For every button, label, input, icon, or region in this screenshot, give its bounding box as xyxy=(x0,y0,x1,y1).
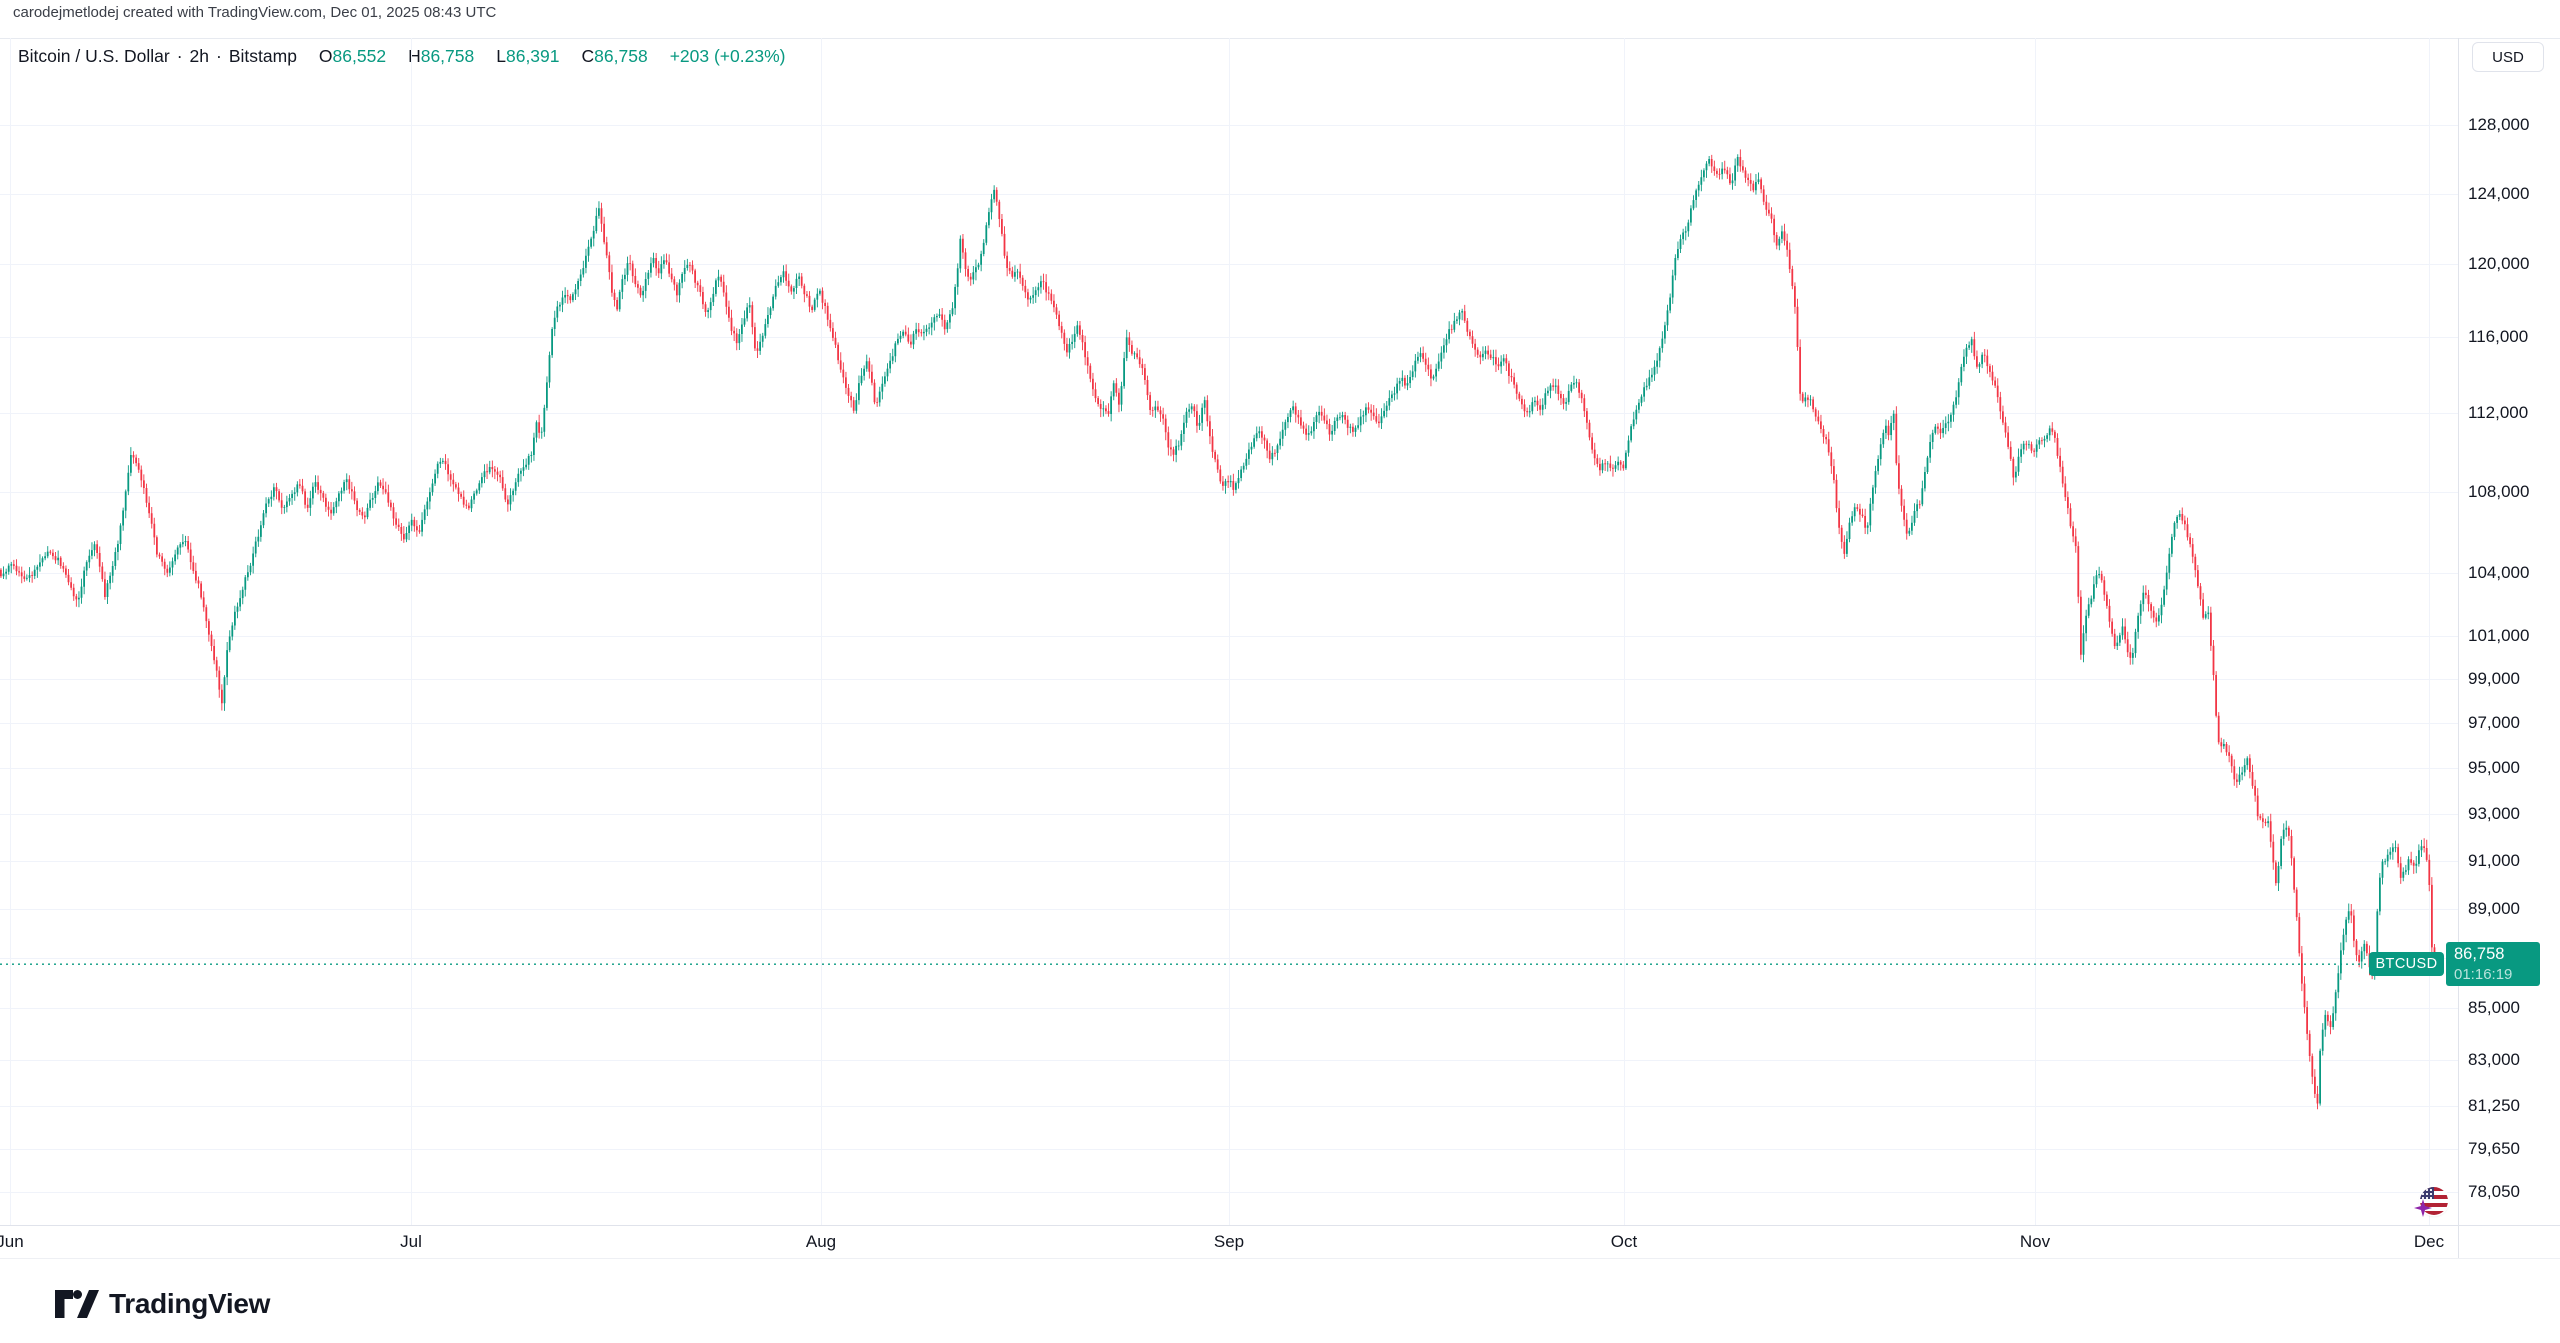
price-tick-label: 95,000 xyxy=(2468,758,2520,778)
month-tick-label: Dec xyxy=(2413,1232,2445,1251)
time-axis[interactable]: Jun Jul Aug Sep Oct Nov Dec xyxy=(0,1226,2458,1258)
price-tick-label: 108,000 xyxy=(2468,481,2530,501)
price-tick-label: 81,250 xyxy=(2468,1095,2520,1115)
tradingview-logo-text: TradingView xyxy=(109,1288,271,1319)
price-tick-label: 128,000 xyxy=(2468,115,2530,134)
current-price-label: 86,758 01:16:19 xyxy=(2446,942,2540,987)
legend-separator: · xyxy=(176,45,183,66)
tradingview-logo[interactable]: TradingView xyxy=(55,1288,270,1320)
price-axis-border xyxy=(2458,38,2459,1259)
month-tick-label: Jul xyxy=(400,1232,422,1251)
us-flag-icon xyxy=(2420,1187,2448,1215)
month-tick-label: Jun xyxy=(0,1232,24,1251)
interval-label[interactable]: 2h xyxy=(189,45,210,66)
price-tick-label: 112,000 xyxy=(2468,403,2529,423)
ohlc-close: C86,758 xyxy=(581,45,648,66)
us-flag-economic-event-icon[interactable] xyxy=(2414,1187,2448,1219)
price-axis[interactable]: 128,000 124,000 120,000 116,000 112,000 108,0… xyxy=(2459,38,2560,1225)
price-tick-label: 116,000 xyxy=(2468,327,2529,347)
price-tick-label: 83,000 xyxy=(2468,1049,2520,1069)
price-tick-label: 124,000 xyxy=(2468,183,2530,203)
price-tick-label: 91,000 xyxy=(2468,851,2520,871)
current-price-value: 86,758 xyxy=(2454,945,2505,964)
price-tick-label: 101,000 xyxy=(2468,626,2530,646)
purple-sparkle-icon xyxy=(2414,1199,2432,1217)
bar-close-countdown: 01:16:19 xyxy=(2454,966,2513,984)
exchange-label[interactable]: Bitstamp xyxy=(228,45,297,66)
chart-bottom-border xyxy=(0,1258,2560,1259)
month-tick-label: Nov xyxy=(2019,1232,2051,1251)
month-tick-label: Oct xyxy=(1610,1232,1638,1251)
symbol-price-badge: BTCUSD xyxy=(2369,952,2444,977)
tradingview-logo-glyph xyxy=(55,1290,99,1318)
legend-separator: · xyxy=(216,45,222,66)
price-tick-label: 97,000 xyxy=(2468,713,2520,733)
price-tick-label: 85,000 xyxy=(2468,998,2520,1018)
us-flag-canton xyxy=(2420,1187,2434,1199)
price-tick-label: 93,000 xyxy=(2468,804,2520,824)
price-tick-label: 78,050 xyxy=(2468,1182,2520,1202)
change-text: +203 (+0.23%) xyxy=(669,45,786,66)
price-tick-label: 104,000 xyxy=(2468,563,2530,583)
price-tick-label: 120,000 xyxy=(2468,254,2530,274)
price-tick-label: 89,000 xyxy=(2468,899,2520,919)
price-tick-label: 79,650 xyxy=(2468,1138,2520,1158)
price-tick-label: 99,000 xyxy=(2468,669,2520,689)
month-tick-label: Aug xyxy=(805,1232,837,1251)
ohlc-open: O86,552 xyxy=(318,45,387,66)
month-tick-label: Sep xyxy=(1213,1232,1245,1251)
currency-usd-button[interactable]: USD xyxy=(2472,42,2544,72)
attribution-text: carodejmetlodej created with TradingView… xyxy=(13,4,497,21)
time-axis-border xyxy=(0,1225,2560,1226)
chart-top-border xyxy=(0,38,2560,39)
symbol-title[interactable]: Bitcoin / U.S. Dollar xyxy=(18,45,170,66)
ohlc-low: L86,391 xyxy=(496,45,560,66)
